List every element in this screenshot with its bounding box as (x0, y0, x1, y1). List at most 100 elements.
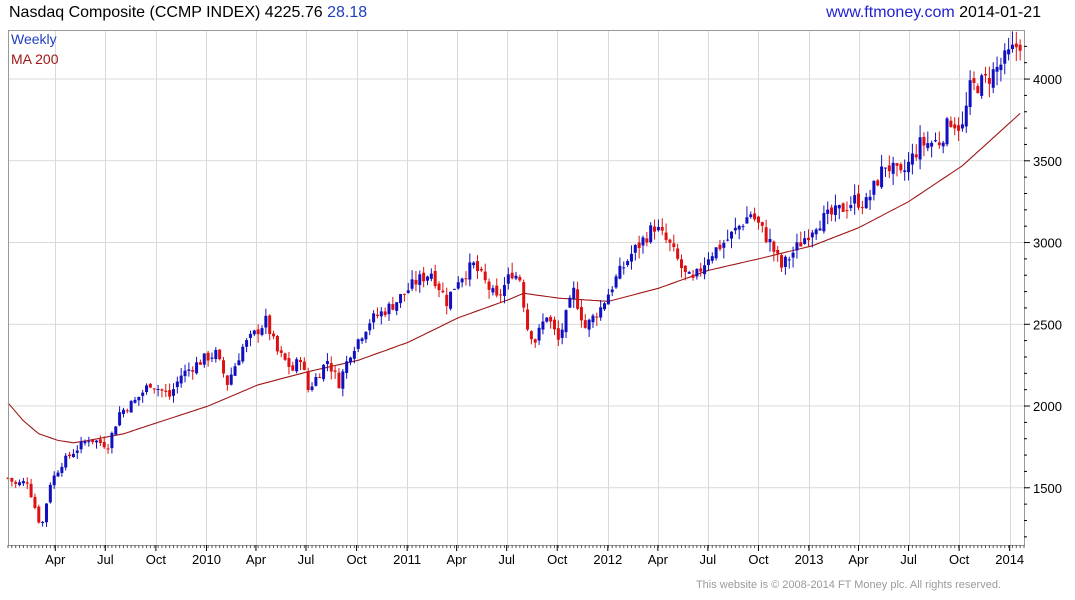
chart-legend: Weekly MA 200 (11, 31, 59, 67)
candle-body (1010, 44, 1014, 50)
candle-body (603, 303, 607, 310)
y-tick-label: 1500 (1033, 481, 1062, 496)
candle-body (783, 256, 787, 268)
candle-body (976, 85, 980, 94)
candle-body (591, 315, 595, 323)
candle-body (595, 316, 599, 318)
candle-body (75, 450, 79, 453)
candle-body (629, 253, 633, 262)
candle-body (110, 432, 114, 449)
candle-body (14, 481, 18, 484)
candle-body (322, 364, 326, 380)
candle-body (745, 217, 749, 224)
candle-body (68, 454, 72, 457)
candle-body (283, 353, 287, 360)
candle-body (687, 272, 691, 274)
candle-body (510, 272, 514, 279)
candle-body (183, 370, 187, 377)
candle-body (222, 360, 226, 374)
candle-body (437, 283, 441, 291)
candle-body (833, 205, 837, 215)
candle-body (749, 214, 753, 218)
candle-body (102, 442, 106, 448)
candle-body (333, 370, 337, 372)
candle-body (118, 412, 122, 426)
ma-layer (7, 112, 1021, 444)
index-title-line: Nasdaq Composite (CCMP INDEX) 4225.76 28… (9, 4, 367, 22)
site-link[interactable]: www.ftmoney.com (826, 4, 955, 21)
candle-body (984, 74, 988, 76)
candle-body (699, 268, 703, 272)
candle-body (141, 392, 145, 396)
candle-body (499, 294, 503, 296)
candle-body (695, 269, 699, 277)
candle-body (479, 268, 483, 271)
x-tick-label: Oct (949, 552, 970, 567)
candle-body (980, 75, 984, 96)
candle-body (641, 237, 645, 246)
candle-body (656, 226, 660, 231)
candle-body (930, 142, 934, 147)
candle-body (660, 226, 664, 231)
chart-date: 2014-01-21 (959, 4, 1041, 21)
candle-body (422, 272, 426, 282)
candle-body (622, 267, 626, 269)
candle-body (945, 118, 949, 145)
candle-body (137, 396, 141, 401)
candle-body (903, 170, 907, 172)
candle-body (310, 386, 314, 390)
candle-body (29, 483, 33, 498)
candle-body (364, 331, 368, 340)
candle-body (83, 441, 87, 444)
x-tick-label: Oct (146, 552, 167, 567)
candle-body (483, 271, 487, 281)
candle-body (356, 339, 360, 349)
candle-body (252, 330, 256, 335)
x-tick-label: 2010 (192, 552, 221, 567)
candle-body (683, 265, 687, 273)
candle-body (872, 180, 876, 195)
candle-body (914, 154, 918, 158)
candle-body (272, 333, 276, 337)
candle-body (606, 294, 610, 305)
candle-body (533, 339, 537, 343)
candle-body (206, 352, 210, 361)
candle-body (64, 455, 68, 468)
candle-body (60, 466, 64, 473)
candle-body (941, 142, 945, 147)
candle-body (468, 262, 472, 280)
candle-body (1007, 49, 1011, 55)
candle-body (806, 237, 810, 241)
candle-body (406, 290, 410, 293)
candle-body (295, 359, 299, 372)
candle-body (198, 362, 202, 365)
candle-body (464, 278, 468, 280)
candle-body (614, 276, 618, 288)
candle-body (114, 426, 118, 435)
candle-body (910, 153, 914, 165)
candle-body (653, 226, 657, 232)
candle-body (891, 162, 895, 174)
candle-body (560, 329, 564, 338)
candle-body (202, 353, 206, 365)
candle-body (325, 361, 329, 365)
candle-body (756, 216, 760, 223)
candle-body (314, 376, 318, 386)
candle-body (880, 166, 884, 188)
candle-body (195, 362, 199, 374)
candle-body (329, 363, 333, 372)
candle-body (810, 232, 814, 238)
candle-body (664, 232, 668, 240)
candle-body (372, 313, 376, 323)
x-tick-label: Apr (648, 552, 669, 567)
candle-body (907, 161, 911, 173)
candle-body (895, 163, 899, 166)
candle-body (552, 319, 556, 330)
candle-body (999, 64, 1003, 71)
candle-body (48, 484, 52, 503)
candle-body (818, 228, 822, 231)
candle-body (714, 247, 718, 259)
candle-body (726, 239, 730, 241)
x-tick-label: Apr (45, 552, 66, 567)
